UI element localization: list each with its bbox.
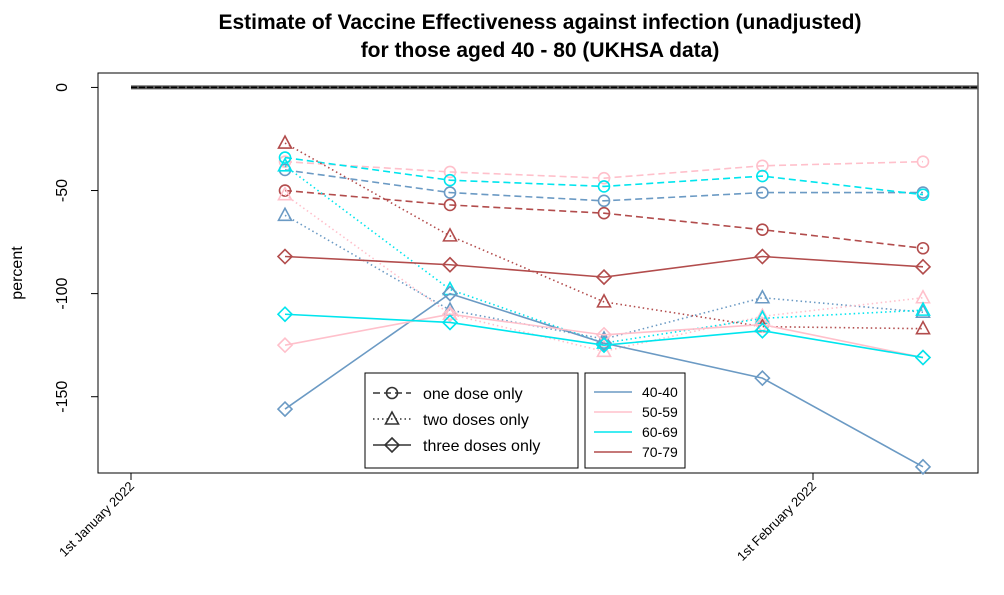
data-point xyxy=(916,241,930,255)
data-point xyxy=(442,227,458,242)
data-point xyxy=(278,151,292,164)
series-70-79-two-doses-only xyxy=(277,134,931,335)
data-point xyxy=(756,223,769,237)
dose-legend-box xyxy=(364,372,579,469)
series-line-70-79-three-doses-only xyxy=(284,255,924,278)
series-line-50-59-two-doses-only xyxy=(284,194,924,353)
data-point xyxy=(442,305,458,321)
data-point xyxy=(441,256,459,273)
series-60-69-three-doses-only xyxy=(276,306,932,366)
series-line-70-79-one-dose-only xyxy=(284,189,924,250)
x-tick-label: 1st January 2022 xyxy=(56,479,137,560)
data-point xyxy=(915,319,931,335)
data-point xyxy=(754,316,771,333)
data-point xyxy=(756,169,769,183)
data-point xyxy=(915,301,931,316)
series-line-50-59-one-dose-only xyxy=(284,160,924,179)
data-point xyxy=(278,155,292,168)
data-point xyxy=(595,326,613,343)
data-point xyxy=(596,293,612,308)
y-axis: 0 -50 -100 -150 xyxy=(54,83,98,413)
series-50-59-two-doses-only xyxy=(277,185,931,358)
data-point xyxy=(754,289,771,304)
chart-subtitle: for those aged 40 - 80 (UKHSA data) xyxy=(361,39,720,62)
data-point xyxy=(597,206,611,220)
data-point xyxy=(756,186,769,199)
data-point xyxy=(443,165,457,179)
series-line-70-79-two-doses-only xyxy=(284,142,924,330)
dose-legend-marker xyxy=(384,410,400,425)
series-line-60-69-three-doses-only xyxy=(284,313,924,359)
y-tick-label: -50 xyxy=(54,179,71,202)
data-point xyxy=(277,134,293,149)
data-point xyxy=(276,248,294,265)
data-point xyxy=(914,349,932,366)
age-legend-label: 60-69 xyxy=(642,424,678,440)
dose-legend-marker xyxy=(383,436,401,454)
data-point xyxy=(596,342,612,358)
data-point xyxy=(595,268,613,286)
x-tick-label: 1st February 2022 xyxy=(734,479,819,564)
y-axis-label: percent xyxy=(9,246,26,300)
data-point xyxy=(916,155,930,168)
series-40-40-two-doses-only xyxy=(277,206,931,345)
series-line-50-59-three-doses-only xyxy=(284,313,924,359)
data-point xyxy=(443,173,457,187)
data-point xyxy=(277,185,293,201)
data-point xyxy=(597,180,611,193)
data-point xyxy=(915,289,931,304)
data-point xyxy=(754,248,771,265)
data-point xyxy=(916,188,930,201)
data-point xyxy=(276,306,294,323)
data-point xyxy=(597,171,611,185)
data-point xyxy=(914,258,932,275)
data-point xyxy=(442,280,458,296)
series-line-60-69-one-dose-only xyxy=(284,156,924,196)
y-tick-label: 0 xyxy=(54,83,71,92)
x-axis: 1st January 2022 1st February 2022 xyxy=(56,473,819,564)
plot-frame xyxy=(97,72,979,474)
data-point xyxy=(754,370,771,387)
chart-title: Estimate of Vaccine Effectiveness agains… xyxy=(218,11,861,34)
data-point xyxy=(278,184,292,197)
series-line-40-40-one-dose-only xyxy=(284,169,923,202)
data-point xyxy=(914,458,932,475)
data-point xyxy=(441,285,459,302)
dose-legend-marker xyxy=(385,386,399,400)
dose-legend-label: one dose only xyxy=(423,386,523,403)
data-point xyxy=(595,334,613,352)
series-40-40-three-doses-only xyxy=(276,285,932,475)
data-point xyxy=(443,186,457,199)
data-point xyxy=(277,206,293,222)
data-point xyxy=(595,337,613,354)
dose-legend-label: two doses only xyxy=(423,412,529,429)
data-point xyxy=(754,322,771,339)
data-point xyxy=(754,307,771,323)
series-line-40-40-three-doses-only xyxy=(284,292,924,468)
series-layer xyxy=(276,134,932,475)
data-point xyxy=(276,337,294,354)
y-tick-label: -150 xyxy=(54,381,71,413)
age-legend-label: 40-40 xyxy=(642,384,678,400)
age-legend-label: 70-79 xyxy=(642,444,678,460)
data-point xyxy=(276,400,294,418)
series-70-79-three-doses-only xyxy=(276,248,932,286)
y-tick-label: -100 xyxy=(54,278,71,310)
data-point xyxy=(597,194,611,208)
age-legend: 40-40 50-59 60-69 70-79 xyxy=(584,372,686,469)
dose-legend: one dose only two doses only three doses o… xyxy=(364,372,579,469)
data-point xyxy=(441,314,459,331)
data-point xyxy=(443,198,457,212)
data-point xyxy=(277,157,293,172)
series-60-69-one-dose-only xyxy=(278,151,930,201)
series-70-79-one-dose-only xyxy=(278,184,930,255)
data-point xyxy=(915,303,931,318)
data-point xyxy=(441,306,459,323)
dose-legend-label: three doses only xyxy=(423,438,540,455)
age-legend-label: 50-59 xyxy=(642,404,678,420)
